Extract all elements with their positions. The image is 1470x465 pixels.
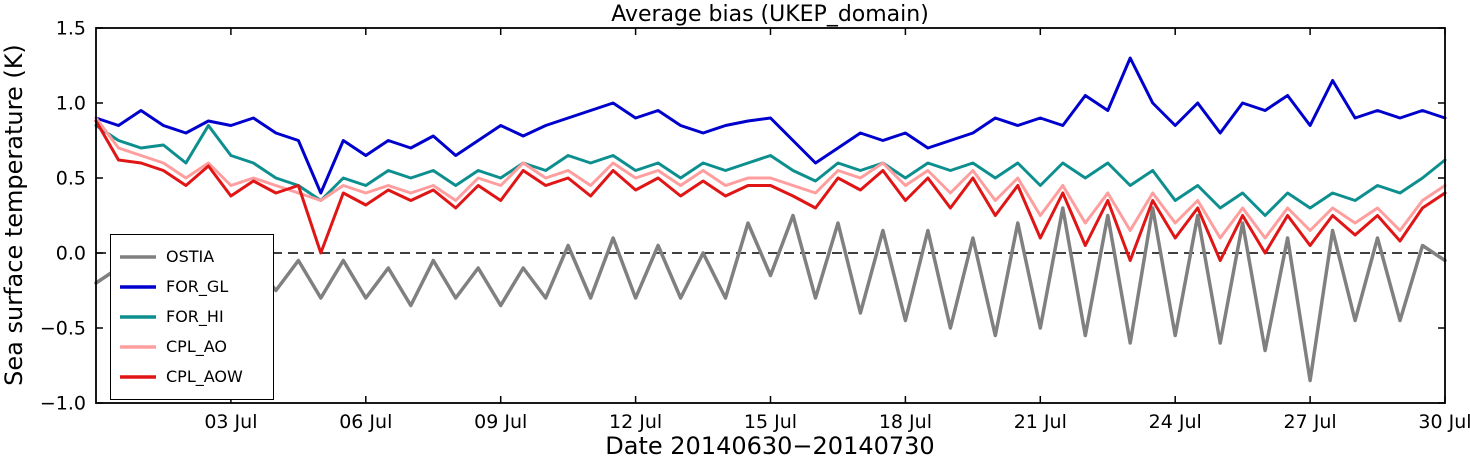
x-tick-label: 15 Jul [744,411,797,433]
y-tick-label: −1.0 [40,393,86,415]
legend-line-sample-ostia [120,255,156,259]
legend-label-cpl-aow: CPL_AOW [166,367,243,386]
legend: OSTIA FOR_GL FOR_HI CPL_AO CPL_AOW [110,234,274,400]
series-line-for-gl [94,56,1447,195]
legend-line-sample-for-gl [120,285,156,289]
y-tick-label: 1.0 [56,93,86,115]
legend-line-sample-cpl-ao [120,345,156,349]
series-line-cpl-aow [94,119,1447,262]
legend-label-cpl-ao: CPL_AO [166,337,227,356]
legend-entry-cpl-ao: CPL_AO [119,332,273,362]
series-line-cpl-ao [94,116,1447,240]
series-group [94,56,1447,383]
x-tick-label: 06 Jul [339,411,392,433]
x-tick-label: 12 Jul [609,411,662,433]
y-tick-label: 0.5 [56,168,86,190]
legend-label-ostia: OSTIA [166,247,215,266]
x-tick-label: 24 Jul [1149,411,1202,433]
x-axis-label: Date 20140630−20140730 [605,432,934,460]
y-axis-label: Sea surface temperature (K) [0,44,28,386]
chart-title: Average bias (UKEP_domain) [611,2,929,27]
legend-entry-for-hi: FOR_HI [119,302,273,332]
x-tick-label: 18 Jul [879,411,932,433]
legend-entry-for-gl: FOR_GL [119,272,273,302]
y-tick-label: 0.0 [56,243,86,265]
y-tick-label: −0.5 [40,318,86,340]
legend-label-for-gl: FOR_GL [166,277,229,296]
x-tick-label: 30 Jul [1418,411,1470,433]
plot-border [95,27,1446,404]
series-line-ostia [94,206,1447,383]
legend-line-sample-for-hi [120,315,156,319]
x-tick-label: 09 Jul [474,411,527,433]
legend-entry-ostia: OSTIA [119,242,273,272]
x-tick-label: 21 Jul [1014,411,1067,433]
y-tick-label: 1.5 [56,18,86,40]
legend-entry-cpl-aow: CPL_AOW [119,362,273,392]
x-tick-label: 27 Jul [1284,411,1337,433]
axis-ticks: 03 Jul 06 Jul 09 Jul 12 Jul 15 Jul 18 Jul 21 J… [40,18,1470,434]
legend-label-for-hi: FOR_HI [166,307,224,326]
legend-line-sample-cpl-aow [120,375,156,379]
x-tick-label: 03 Jul [204,411,257,433]
